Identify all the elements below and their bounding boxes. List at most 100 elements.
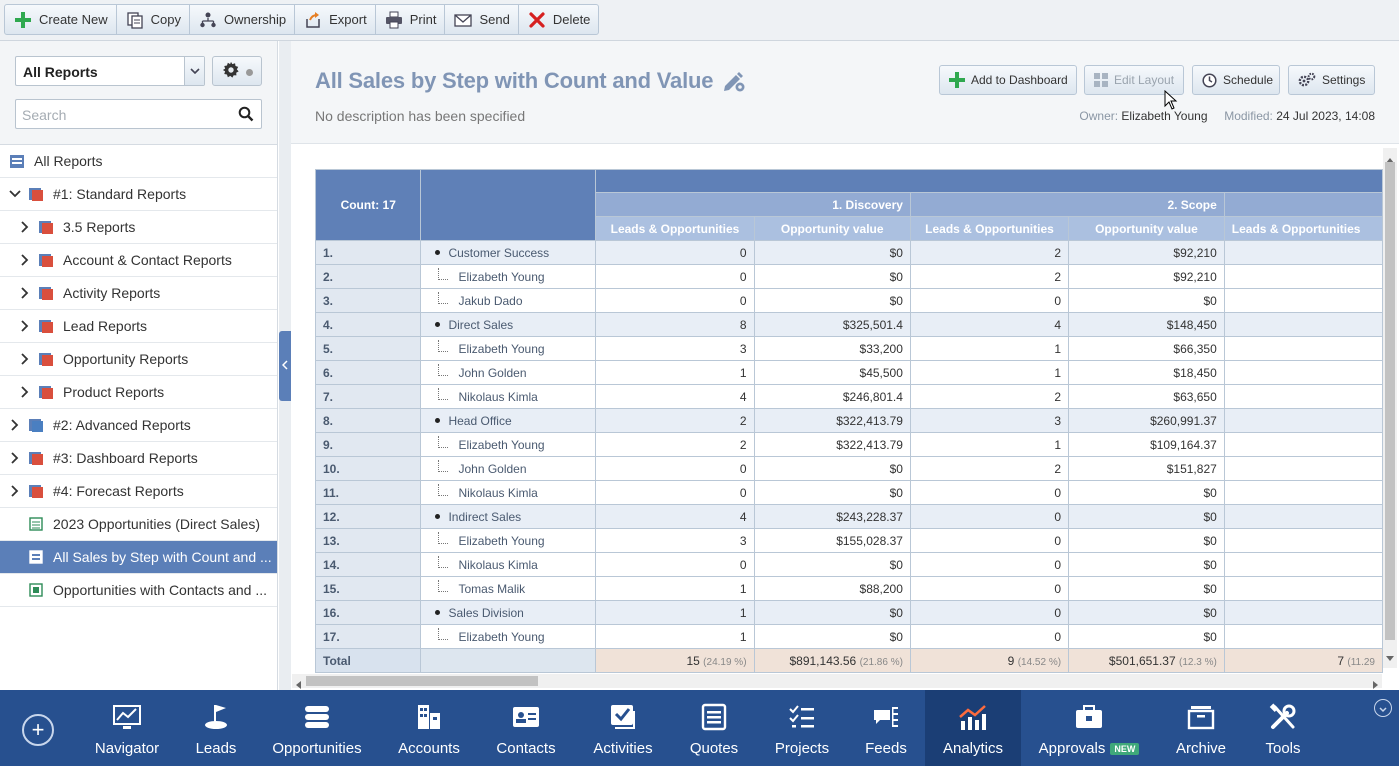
tree-item-opportunities-contacts[interactable]: Opportunities with Contacts and ... [0,574,277,607]
copy-button[interactable]: Copy [117,5,190,34]
chevron-right-icon[interactable] [18,385,32,399]
scroll-up-icon[interactable] [1386,151,1394,166]
ownership-button[interactable]: Ownership [190,5,296,34]
create-new-button[interactable]: Create New [5,5,117,34]
opportunities-icon [302,702,332,732]
tree-item-2023-opportunities[interactable]: 2023 Opportunities (Direct Sales) [0,508,277,541]
schedule-button[interactable]: Schedule [1192,65,1280,95]
column-header-leads[interactable]: Leads & Opportunities [1223,216,1383,241]
nav-tools[interactable]: Tools [1258,690,1308,766]
edit-layout-button[interactable]: Edit Layout [1084,65,1184,95]
tree-item-lead-reports[interactable]: Lead Reports [0,310,277,343]
nav-activities[interactable]: Activities [588,690,658,766]
scope-value-cell: $109,164.37 [1068,432,1225,457]
chevron-right-icon[interactable] [18,352,32,366]
add-to-dashboard-button[interactable]: Add to Dashboard [939,65,1077,95]
nav-opportunities[interactable]: Opportunities [270,690,364,766]
table-row[interactable]: 10. John Golden 0 $0 2 $151,827 [315,456,1383,481]
tree-item-forecast-reports[interactable]: #4: Forecast Reports [0,475,277,508]
table-row[interactable]: 4. Direct Sales 8 $325,501.4 4 $148,450 [315,312,1383,337]
column-header-leads[interactable]: Leads & Opportunities [909,216,1070,241]
search-icon[interactable] [238,106,254,125]
collapse-sidebar-button[interactable] [279,331,291,401]
horizontal-scroll-thumb[interactable] [306,676,538,686]
table-row[interactable]: 12. Indirect Sales 4 $243,228.37 0 $0 [315,504,1383,529]
chevron-right-icon[interactable] [18,319,32,333]
print-button[interactable]: Print [376,5,446,34]
export-label: Export [329,12,367,27]
nav-collapse-button[interactable] [1374,699,1392,717]
nav-label: Contacts [496,740,556,757]
export-button[interactable]: Export [295,5,376,34]
nav-projects[interactable]: Projects [771,690,833,766]
folder-icon [38,252,54,268]
chevron-down-icon[interactable] [184,57,204,85]
tree-item-label: Opportunities with Contacts and ... [53,582,267,598]
table-row[interactable]: 11. Nikolaus Kimla 0 $0 0 $0 [315,480,1383,505]
nav-approvals[interactable]: Approvals NEW [1036,690,1142,766]
row-name: Direct Sales [420,312,597,337]
delete-button[interactable]: Delete [519,5,599,34]
folder-settings-button[interactable] [212,56,262,86]
settings-button[interactable]: Settings [1288,65,1375,95]
chevron-down-icon[interactable] [8,187,22,201]
nav-accounts[interactable]: Accounts [393,690,465,766]
chevron-right-icon[interactable] [8,484,22,498]
nav-archive[interactable]: Archive [1172,690,1230,766]
discovery-value-cell: $322,413.79 [753,408,911,433]
edit-title-icon[interactable] [721,68,747,97]
row-name: Elizabeth Young [420,624,597,649]
table-row[interactable]: 17. Elizabeth Young 1 $0 0 $0 [315,624,1383,649]
tree-item-opportunity-reports[interactable]: Opportunity Reports [0,343,277,376]
report-folder-select[interactable]: All Reports [15,56,205,86]
scroll-left-icon[interactable] [295,677,301,692]
nav-analytics[interactable]: Analytics [925,690,1021,766]
table-row[interactable]: 14. Nikolaus Kimla 0 $0 0 $0 [315,552,1383,577]
table-row[interactable]: 16. Sales Division 1 $0 0 $0 [315,600,1383,625]
tree-item-account-contact-reports[interactable]: Account & Contact Reports [0,244,277,277]
nav-leads[interactable]: Leads [190,690,242,766]
vertical-scroll-thumb[interactable] [1385,162,1395,640]
horizontal-scrollbar[interactable] [292,674,1382,689]
table-row[interactable]: 8. Head Office 2 $322,413.79 3 $260,991.37 [315,408,1383,433]
table-row[interactable]: 3. Jakub Dado 0 $0 0 $0 [315,288,1383,313]
tree-item-3-5-reports[interactable]: 3.5 Reports [0,211,277,244]
chevron-right-icon[interactable] [18,253,32,267]
nav-quotes[interactable]: Quotes [686,690,742,766]
chevron-right-icon[interactable] [18,286,32,300]
table-row[interactable]: 2. Elizabeth Young 0 $0 2 $92,210 [315,264,1383,289]
tree-item-standard-reports[interactable]: #1: Standard Reports [0,178,277,211]
table-row[interactable]: 15. Tomas Malik 1 $88,200 0 $0 [315,576,1383,601]
search-input[interactable] [22,106,232,124]
chevron-right-icon[interactable] [18,220,32,234]
table-row[interactable]: 9. Elizabeth Young 2 $322,413.79 1 $109,164.3… [315,432,1383,457]
tree-item-all-reports[interactable]: All Reports [0,145,277,178]
scroll-right-icon[interactable] [1373,677,1379,692]
nav-contacts[interactable]: Contacts [490,690,562,766]
report-search-field[interactable] [15,99,262,129]
chevron-right-icon[interactable] [8,451,22,465]
column-header-value[interactable]: Opportunity value [1068,216,1225,241]
table-row[interactable]: 7. Nikolaus Kimla 4 $246,801.4 2 $63,650 [315,384,1383,409]
nav-navigator[interactable]: Navigator [92,690,162,766]
scroll-down-icon[interactable] [1386,650,1394,665]
tree-item-advanced-reports[interactable]: #2: Advanced Reports [0,409,277,442]
column-header-leads[interactable]: Leads & Opportunities [595,216,755,241]
column-header-value[interactable]: Opportunity value [753,216,911,241]
table-row[interactable]: 13. Elizabeth Young 3 $155,028.37 0 $0 [315,528,1383,553]
table-row[interactable]: 1. Customer Success 0 $0 2 $92,210 [315,240,1383,265]
chevron-right-icon[interactable] [8,418,22,432]
table-row[interactable]: 6. John Golden 1 $45,500 1 $18,450 [315,360,1383,385]
tree-item-product-reports[interactable]: Product Reports [0,376,277,409]
next-step-count-cell [1223,384,1383,409]
next-step-count-cell [1223,360,1383,385]
tree-item-activity-reports[interactable]: Activity Reports [0,277,277,310]
tree-item-dashboard-reports[interactable]: #3: Dashboard Reports [0,442,277,475]
vertical-scrollbar[interactable] [1383,148,1397,668]
send-button[interactable]: Send [445,5,519,34]
table-row[interactable]: 5. Elizabeth Young 3 $33,200 1 $66,350 [315,336,1383,361]
quick-add-button[interactable]: + [22,714,54,746]
nav-feeds[interactable]: Feeds [862,690,910,766]
tree-item-all-sales-by-step[interactable]: All Sales by Step with Count and ... [0,541,277,574]
discovery-value-cell: $0 [753,600,911,625]
